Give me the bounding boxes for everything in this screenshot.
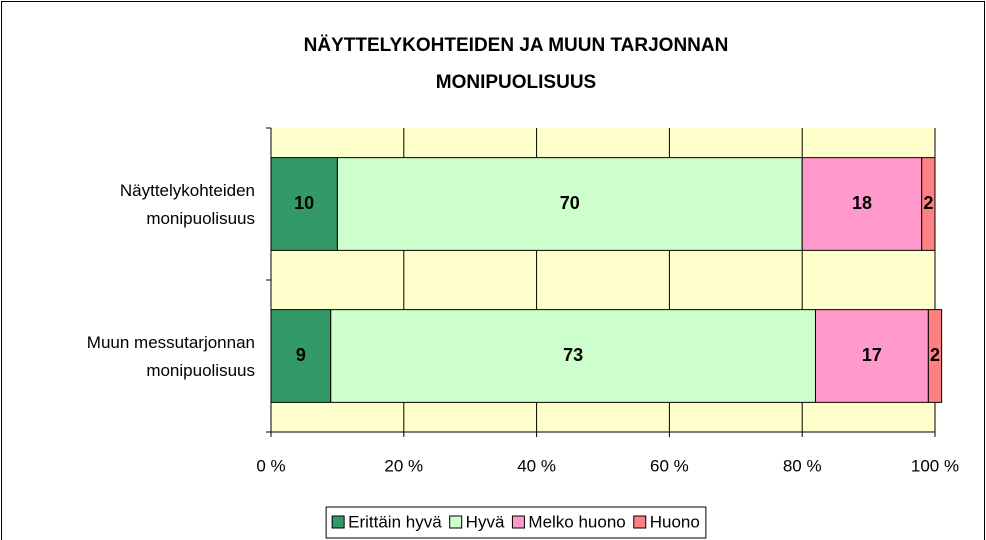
x-tick-label: 0 % bbox=[256, 456, 285, 475]
chart-title: MONIPUOLISUUS bbox=[436, 72, 596, 93]
data-label: 2 bbox=[930, 345, 940, 365]
legend-swatch bbox=[511, 515, 525, 529]
legend-swatch bbox=[331, 515, 345, 529]
data-label: 9 bbox=[296, 345, 306, 365]
legend-swatch bbox=[633, 515, 647, 529]
chart-title: NÄYTTELYKOHTEIDEN JA MUUN TARJONNAN bbox=[304, 35, 729, 56]
legend-label: Hyvä bbox=[466, 512, 505, 531]
legend-label: Melko huono bbox=[528, 512, 625, 531]
x-tick-label: 60 % bbox=[650, 456, 689, 475]
data-label: 73 bbox=[563, 345, 583, 365]
x-tick-label: 100 % bbox=[911, 456, 959, 475]
legend-label: Huono bbox=[650, 512, 700, 531]
legend: Erittäin hyvä Hyvä Melko huono Huono bbox=[325, 506, 707, 539]
data-label: 18 bbox=[852, 193, 872, 213]
bar-segment bbox=[330, 309, 816, 403]
x-tick-label: 40 % bbox=[517, 456, 556, 475]
data-label: 17 bbox=[862, 345, 882, 365]
legend-swatch bbox=[449, 515, 463, 529]
x-tick-label: 20 % bbox=[384, 456, 423, 475]
bar-segment bbox=[927, 309, 943, 403]
bar-segment bbox=[921, 157, 936, 251]
data-label: 10 bbox=[294, 193, 314, 213]
y-tick-label: Näyttelykohteiden monipuolisuus bbox=[120, 181, 255, 228]
bar-segment bbox=[801, 157, 923, 251]
x-tick-label: 80 % bbox=[783, 456, 822, 475]
bar-segment bbox=[270, 309, 332, 403]
y-tick-label: Muun messutarjonnan monipuolisuus bbox=[87, 333, 255, 380]
data-label: 2 bbox=[923, 193, 933, 213]
bar-segment bbox=[270, 157, 338, 251]
bar-segment bbox=[336, 157, 803, 251]
data-label: 70 bbox=[560, 193, 580, 213]
bar-segment bbox=[814, 309, 929, 403]
legend-label: Erittäin hyvä bbox=[348, 512, 442, 531]
